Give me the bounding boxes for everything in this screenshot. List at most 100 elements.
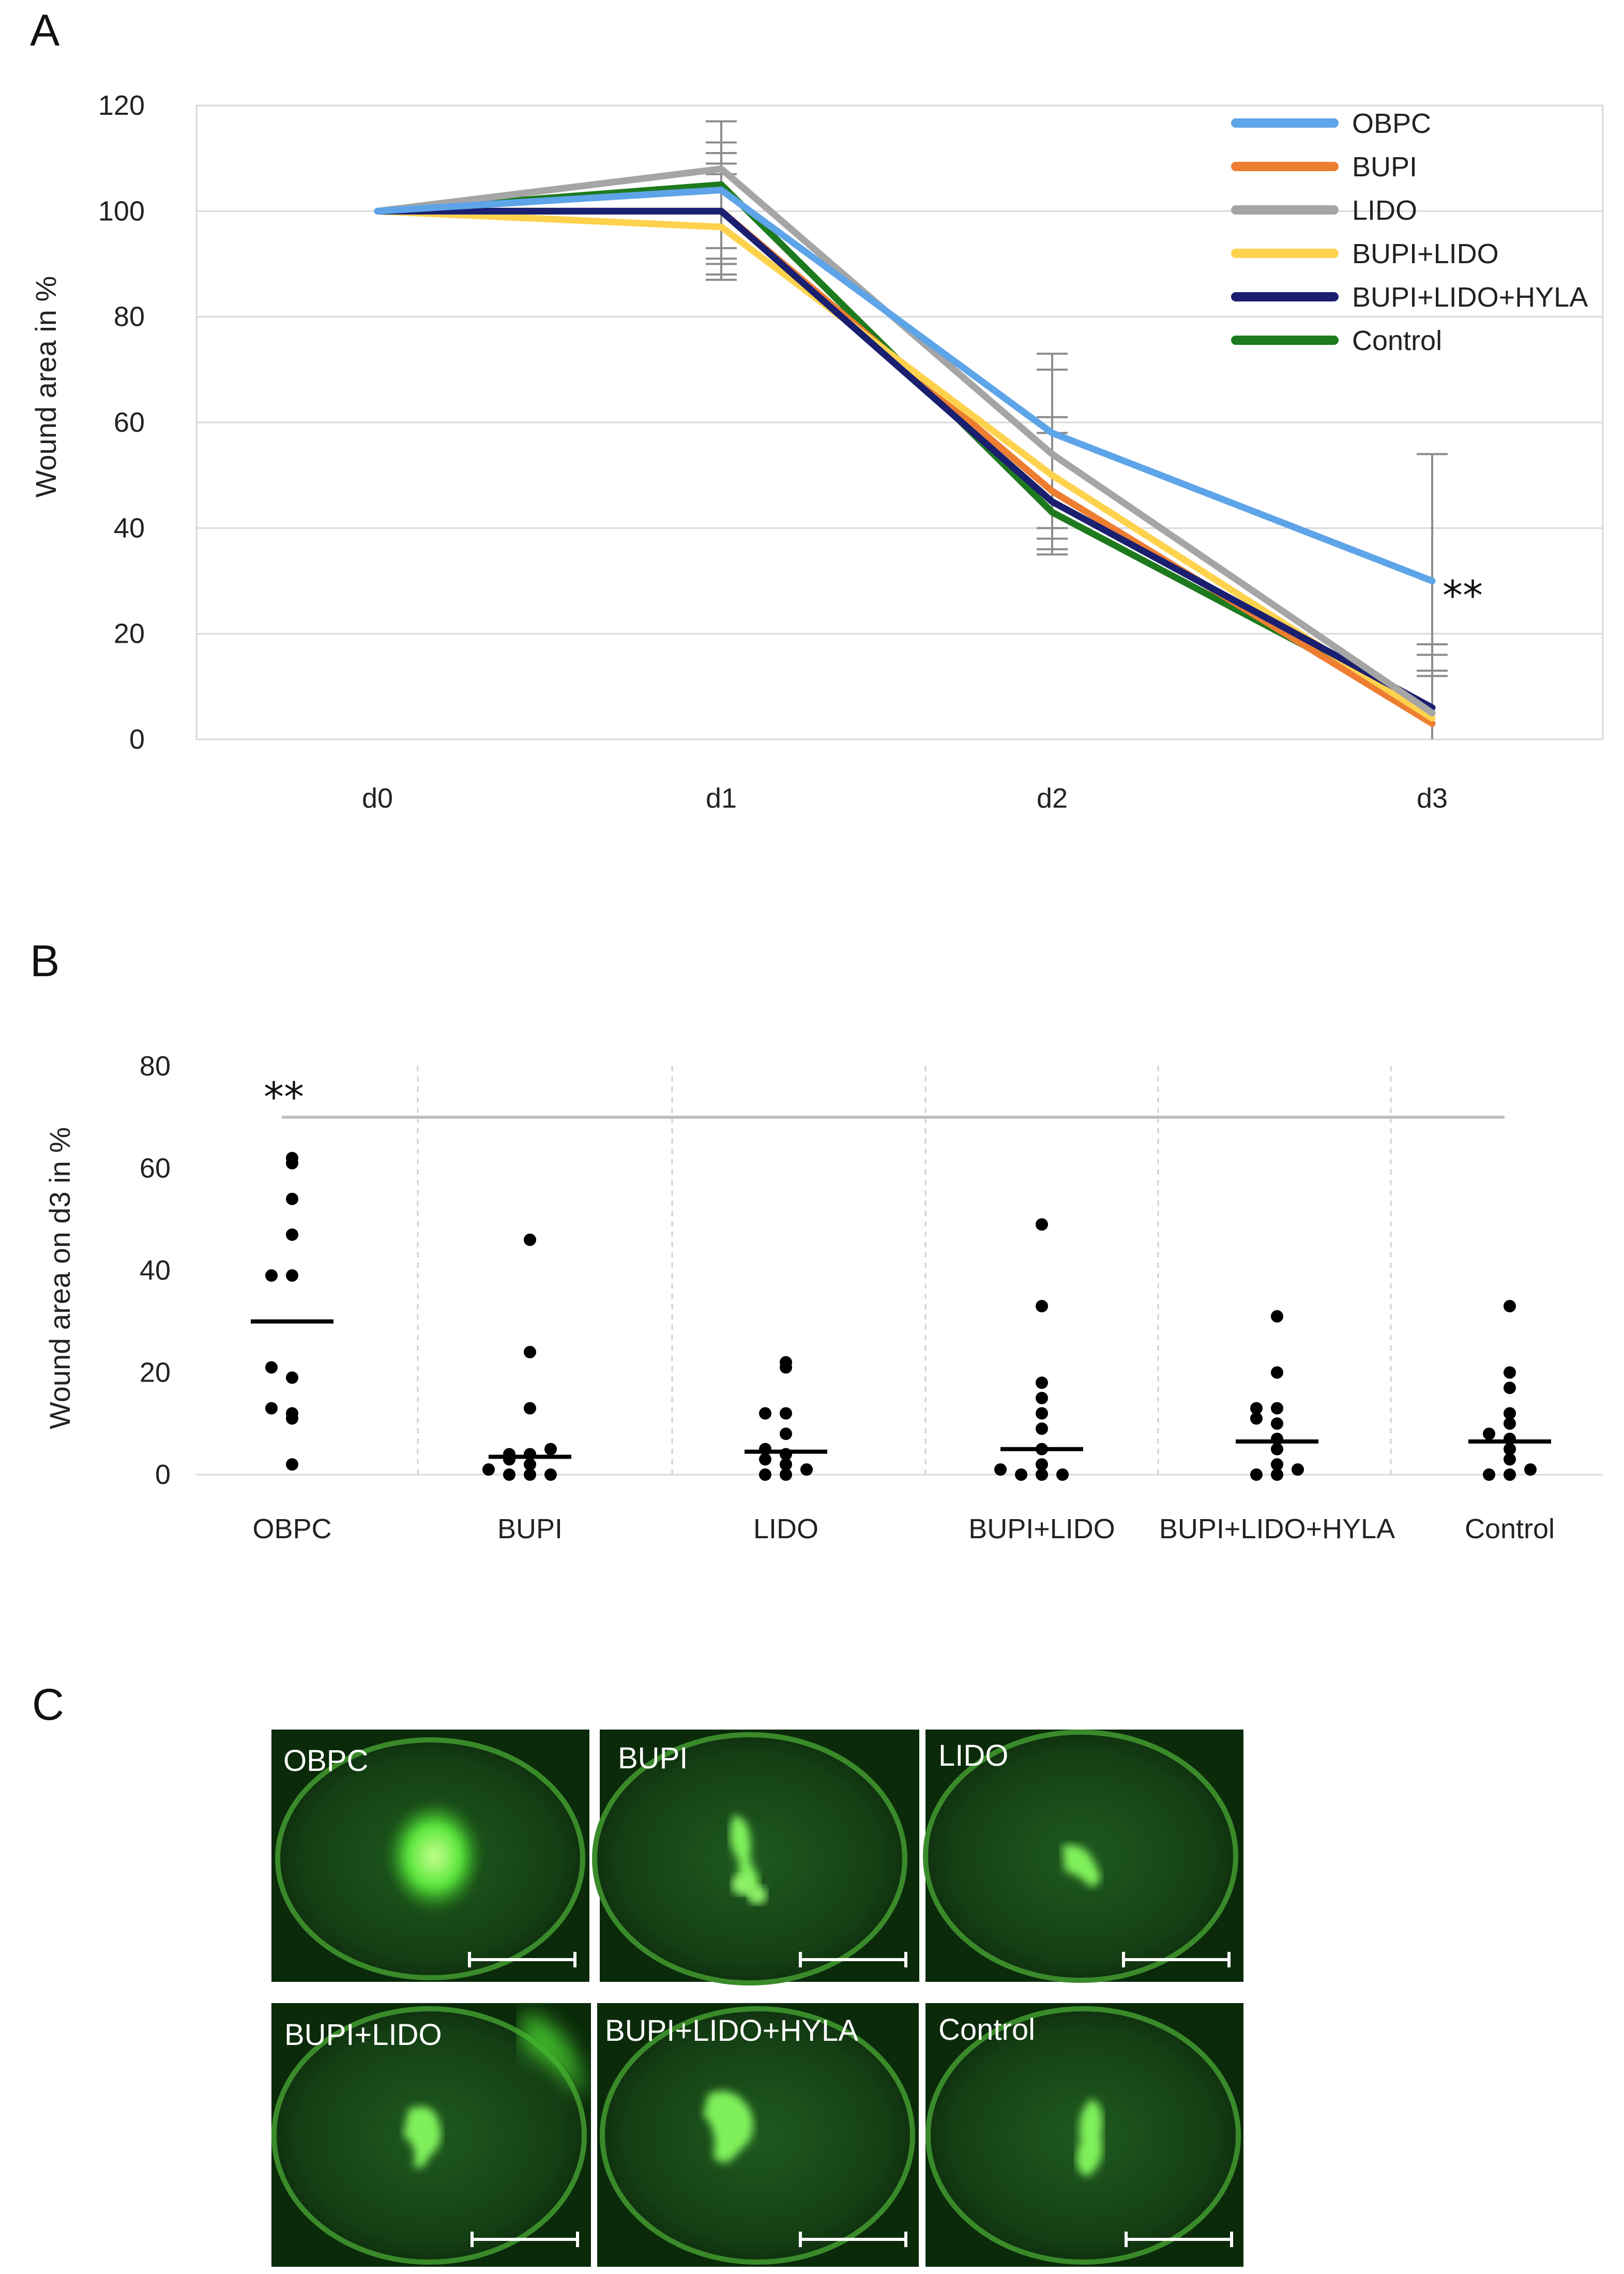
point-bupi-4	[524, 1458, 536, 1471]
panel-label-c: C	[32, 1680, 64, 1730]
y-tick-a-0: 0	[129, 724, 145, 755]
significance-a: **	[1443, 573, 1483, 619]
grid-b	[196, 1066, 1603, 1476]
point-bupi-11	[524, 1233, 536, 1246]
point-bupi-lido-hyla-1	[1250, 1468, 1263, 1481]
point-control-11	[1504, 1300, 1516, 1313]
x-ticks-b: OBPC BUPI LIDO BUPI+LIDO BUPI+LIDO+HYLA Contr…	[252, 1513, 1555, 1544]
point-control-10	[1504, 1366, 1516, 1379]
micrograph-grid: OBPC BUPI LIDO	[271, 1730, 1243, 2267]
y-tick-b-40: 40	[140, 1255, 171, 1286]
y-ticks-b: 0 20 40 60 80	[140, 1051, 171, 1490]
point-obpc-4	[286, 1371, 298, 1384]
legend-label-bupi-lido: BUPI+LIDO	[1352, 238, 1499, 269]
point-bupi-lido-hyla-6	[1271, 1417, 1283, 1430]
legend-label-bupi-lido-hyla: BUPI+LIDO+HYLA	[1352, 282, 1588, 313]
micrograph-label-bupi: BUPI	[618, 1741, 688, 1775]
point-bupi-lido-6	[1036, 1422, 1048, 1435]
micrograph-lido: LIDO	[923, 1730, 1243, 1983]
x-ticks-a: d0 d1 d2 d3	[362, 783, 1448, 814]
legend-label-obpc: OBPC	[1352, 108, 1431, 139]
point-lido-9	[759, 1407, 771, 1420]
point-control-8	[1504, 1407, 1516, 1420]
y-ticks-a: 0 20 40 60 80 100 120	[98, 90, 145, 755]
point-bupi-lido-hyla-9	[1250, 1402, 1263, 1415]
y-tick-a-100: 100	[98, 195, 145, 226]
y-tick-b-60: 60	[140, 1153, 171, 1184]
micrograph-bupi-lido: BUPI+LIDO	[271, 2003, 591, 2267]
micrograph-bupi: BUPI	[592, 1730, 919, 1985]
legend-label-lido: LIDO	[1352, 195, 1417, 226]
points-b	[265, 1151, 1537, 1481]
point-lido-8	[780, 1407, 792, 1420]
point-bupi-lido-hyla-7	[1250, 1412, 1263, 1425]
panel-label-a: A	[30, 6, 60, 55]
grid-a	[196, 210, 1603, 635]
point-control-2	[1524, 1463, 1537, 1476]
point-bupi-lido-3	[994, 1463, 1007, 1476]
point-bupi-lido-0	[1036, 1468, 1048, 1481]
point-lido-3	[780, 1458, 792, 1471]
point-control-1	[1483, 1468, 1495, 1481]
point-bupi-lido-2	[1056, 1468, 1069, 1481]
x-tick-a-d2: d2	[1037, 783, 1068, 814]
point-obpc-9	[286, 1192, 298, 1205]
x-tick-b-lido: LIDO	[753, 1513, 818, 1544]
micrograph-control: Control	[925, 2003, 1243, 2267]
y-tick-a-40: 40	[114, 512, 145, 543]
point-bupi-8	[544, 1443, 557, 1456]
point-bupi-10	[524, 1346, 536, 1358]
point-bupi-lido-9	[1036, 1376, 1048, 1389]
point-obpc-7	[265, 1269, 278, 1282]
chart-a: 0 20 40 60 80 100 120 d0 d1 d2 d3 Wound area in %…	[29, 90, 1604, 814]
point-bupi-3	[482, 1463, 495, 1476]
point-obpc-11	[286, 1151, 298, 1164]
micrograph-obpc: OBPC	[271, 1730, 589, 1982]
point-obpc-6	[286, 1269, 298, 1282]
legend-a: OBPC BUPI LIDO BUPI+LIDO BUPI+LIDO+HYLA Contr…	[1231, 108, 1588, 356]
point-bupi-lido-1	[1015, 1468, 1027, 1481]
point-bupi-lido-hyla-3	[1271, 1458, 1283, 1471]
legend-label-bupi: BUPI	[1352, 151, 1417, 183]
series-lines-a	[374, 165, 1436, 727]
point-lido-0	[780, 1468, 792, 1481]
micrograph-label-bupi-lido: BUPI+LIDO	[284, 2018, 442, 2052]
point-obpc-2	[286, 1407, 298, 1420]
means-b	[251, 1319, 1551, 1459]
point-bupi-lido-hyla-8	[1271, 1402, 1283, 1415]
panel-label-b: B	[30, 936, 59, 986]
micrograph-label-bupi-lido-hyla: BUPI+LIDO+HYLA	[605, 2014, 858, 2048]
x-tick-a-d3: d3	[1417, 783, 1448, 814]
y-tick-b-0: 0	[155, 1459, 171, 1490]
point-control-9	[1504, 1382, 1516, 1394]
point-bupi-lido-11	[1036, 1218, 1048, 1231]
micrograph-label-obpc: OBPC	[283, 1744, 368, 1778]
micrograph-bupi-lido-hyla: BUPI+LIDO+HYLA	[597, 2003, 919, 2267]
series-line-bupi	[374, 207, 1436, 727]
point-bupi-1	[503, 1468, 515, 1481]
point-bupi-lido-hyla-2	[1292, 1463, 1304, 1476]
point-obpc-8	[286, 1228, 298, 1241]
point-lido-4	[759, 1453, 771, 1466]
micrograph-label-control: Control	[938, 2013, 1035, 2046]
point-bupi-lido-hyla-10	[1271, 1366, 1283, 1379]
y-tick-b-20: 20	[140, 1357, 171, 1388]
x-tick-b-bupi: BUPI	[497, 1513, 563, 1544]
point-control-7	[1504, 1417, 1516, 1430]
legend-label-control: Control	[1352, 325, 1442, 356]
micrograph-label-lido: LIDO	[938, 1739, 1008, 1772]
point-obpc-5	[265, 1361, 278, 1374]
point-obpc-3	[265, 1402, 278, 1415]
point-bupi-lido-10	[1036, 1300, 1048, 1313]
series-line-bupi-lido-hyla	[374, 207, 1436, 711]
point-bupi-lido-hyla-11	[1271, 1310, 1283, 1323]
x-tick-a-d1: d1	[706, 783, 737, 814]
point-bupi-lido-8	[1036, 1391, 1048, 1404]
x-tick-b-bupi-lido: BUPI+LIDO	[968, 1513, 1115, 1544]
point-control-4	[1504, 1443, 1516, 1456]
point-obpc-0	[286, 1458, 298, 1471]
x-tick-b-obpc: OBPC	[252, 1513, 331, 1544]
point-lido-7	[780, 1428, 792, 1440]
series-line-obpc	[374, 186, 1436, 584]
point-lido-2	[800, 1463, 813, 1476]
